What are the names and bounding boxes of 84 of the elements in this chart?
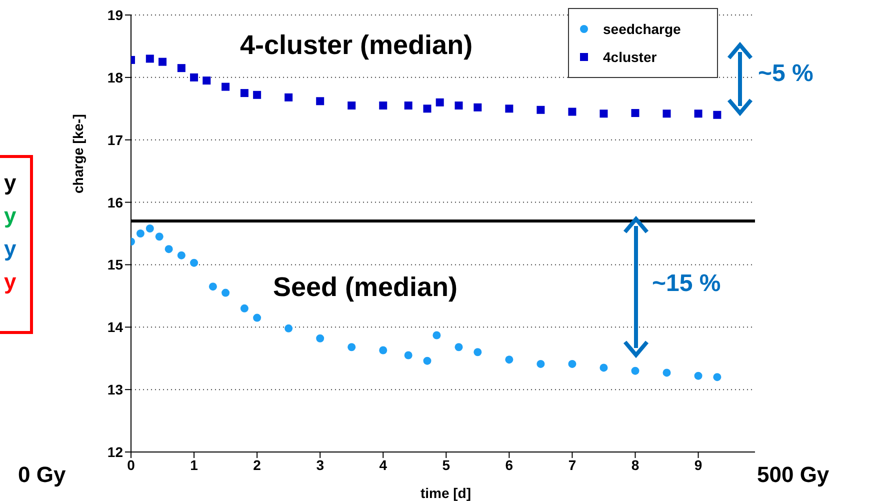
point <box>348 343 356 352</box>
y-tick-label: 19 <box>107 6 124 23</box>
point <box>208 282 217 291</box>
text: y <box>4 236 16 262</box>
x-tick-label: 4 <box>379 456 388 473</box>
point <box>146 224 154 233</box>
point <box>454 102 463 110</box>
point <box>474 103 482 112</box>
point <box>432 331 441 340</box>
y-tick-label: 16 <box>107 194 124 210</box>
point <box>631 109 640 118</box>
point <box>177 251 186 260</box>
x-tick-label: 2 <box>253 456 262 473</box>
point <box>505 104 514 113</box>
y-tick-label: 17 <box>107 132 124 148</box>
point <box>568 360 576 368</box>
point <box>713 110 722 119</box>
text: 500 Gy <box>757 462 830 488</box>
text: y <box>4 269 16 295</box>
legend-label: seedcharge <box>603 21 681 37</box>
y-tick-label: 15 <box>107 256 124 273</box>
point <box>190 258 198 267</box>
point <box>284 324 293 332</box>
point <box>379 346 388 354</box>
point <box>379 102 388 110</box>
point <box>454 343 463 352</box>
point <box>423 104 432 113</box>
point <box>222 82 230 91</box>
point <box>177 64 186 72</box>
point <box>136 230 144 238</box>
y-tick-label: 12 <box>107 444 124 460</box>
point <box>164 245 173 254</box>
point <box>158 58 167 66</box>
x-tick-label: 0 <box>127 456 136 473</box>
point <box>253 314 262 322</box>
y-tick-label: 18 <box>107 69 124 86</box>
point <box>436 98 444 106</box>
point <box>631 366 640 375</box>
point <box>600 110 608 118</box>
x-tick-label: 9 <box>694 456 702 473</box>
annotation: 4-cluster (median) <box>240 30 473 61</box>
point <box>474 348 482 356</box>
point <box>316 97 324 106</box>
point <box>240 304 248 312</box>
point <box>694 372 702 380</box>
text: 0 Gy <box>18 462 66 488</box>
legend-label: 4cluster <box>603 49 657 65</box>
point <box>253 90 262 99</box>
point <box>423 356 432 365</box>
point <box>536 360 545 368</box>
x-tick-label: 6 <box>505 456 514 473</box>
point <box>713 373 722 382</box>
point <box>202 76 211 85</box>
point <box>662 368 671 377</box>
point <box>240 89 248 98</box>
x-tick-label: 3 <box>316 456 324 473</box>
y-tick-label: 14 <box>107 319 124 336</box>
point <box>284 93 293 102</box>
y-tick-label: 13 <box>107 382 124 398</box>
x-axis-title: time [d] <box>420 485 471 501</box>
point <box>536 106 545 114</box>
point <box>694 110 702 118</box>
x-tick-label: 5 <box>442 456 450 473</box>
point <box>190 73 198 82</box>
point <box>662 110 671 118</box>
point <box>222 288 230 297</box>
x-tick-label: 1 <box>190 456 198 473</box>
text: y <box>4 170 16 196</box>
point <box>505 356 514 364</box>
point <box>568 108 576 116</box>
point <box>155 232 164 241</box>
point <box>404 102 412 110</box>
point <box>600 364 608 372</box>
x-tick-label: 8 <box>631 456 640 473</box>
text: y <box>4 203 16 229</box>
y-axis-title: charge [ke-] <box>70 114 86 194</box>
text: ~5 % <box>758 60 814 88</box>
point <box>146 54 154 63</box>
annotation: ~15 % <box>652 270 721 298</box>
point <box>348 102 356 110</box>
point <box>316 334 324 342</box>
point <box>404 351 412 360</box>
annotation: Seed (median) <box>273 272 458 303</box>
x-tick-label: 7 <box>568 456 576 473</box>
